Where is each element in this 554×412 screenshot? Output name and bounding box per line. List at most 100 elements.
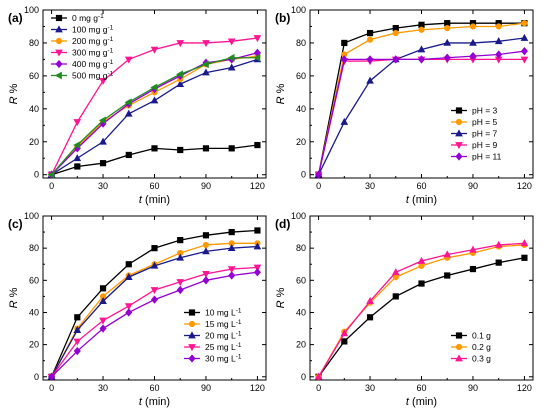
data-point: [314, 372, 323, 380]
data-point: [392, 55, 400, 64]
legend-marker: [455, 152, 463, 161]
y-tick-label: 40: [29, 307, 39, 317]
x-tick-label: 60: [149, 181, 159, 191]
legend-label: 400 mg g-1: [72, 59, 114, 69]
data-point: [150, 83, 158, 92]
data-point: [202, 241, 210, 249]
data-point: [520, 33, 529, 41]
legend-label: pH = 11: [472, 152, 502, 162]
data-point: [201, 60, 209, 69]
data-point: [99, 137, 107, 145]
data-point: [228, 145, 235, 152]
data-point: [99, 77, 107, 85]
y-tick-label: 80: [296, 38, 306, 48]
data-point: [176, 285, 184, 295]
x-tick-label: 90: [201, 181, 211, 191]
data-point: [469, 51, 477, 61]
data-point: [444, 25, 451, 32]
data-point: [253, 264, 262, 272]
data-point: [444, 272, 451, 279]
legend-label: 15 mg L-1: [205, 319, 242, 329]
legend-marker: [188, 309, 196, 316]
legend-marker: [188, 320, 196, 328]
data-point: [176, 253, 185, 261]
legend-label: pH = 3: [472, 106, 498, 116]
data-point: [227, 63, 236, 71]
legend-label: 0.1 g: [472, 331, 491, 341]
series-line: [318, 257, 525, 378]
data-point: [124, 303, 133, 311]
legend-marker: [455, 354, 463, 362]
data-point: [494, 37, 503, 45]
y-tick-label: 60: [296, 275, 306, 285]
data-point: [99, 324, 107, 333]
panel-label: (d): [275, 217, 290, 231]
data-point: [98, 116, 106, 125]
data-point: [366, 76, 374, 84]
x-tick-label: 30: [365, 181, 375, 191]
x-axis-label: t (min): [406, 194, 437, 206]
data-point: [48, 372, 56, 381]
data-point: [254, 141, 261, 149]
x-tick-label: 60: [149, 383, 159, 393]
legend-marker: [455, 118, 463, 126]
data-point: [47, 170, 55, 179]
x-tick-label: 120: [517, 383, 532, 393]
data-point: [443, 250, 452, 258]
data-point: [520, 239, 529, 247]
x-tick-label: 0: [316, 181, 321, 191]
legend-marker: [188, 344, 196, 352]
chart-panel: 0 30 60 90 120 0 20 40 60 80 100 t (min) R % (d) 0.1 g…: [275, 211, 534, 408]
y-tick-label: 40: [29, 104, 39, 114]
x-axis-label: t (min): [406, 396, 437, 408]
legend-label: pH = 5: [472, 117, 498, 127]
data-point: [202, 68, 210, 76]
legend-marker: [55, 49, 63, 57]
x-axis-label: t (min): [139, 396, 170, 408]
x-axis-label: t (min): [139, 194, 170, 206]
legend-label: 0 mg g-1: [72, 13, 104, 23]
data-point: [315, 170, 323, 179]
data-point: [74, 314, 81, 321]
y-tick-label: 20: [29, 340, 39, 350]
data-point: [176, 79, 185, 87]
data-point: [495, 23, 502, 30]
x-tick-label: 120: [250, 383, 265, 393]
data-point: [228, 271, 236, 280]
data-point: [125, 261, 132, 268]
legend-label: 300 mg g-1: [72, 48, 114, 58]
x-tick-label: 120: [250, 181, 265, 191]
data-point: [443, 53, 451, 62]
data-point: [202, 247, 210, 255]
y-tick-label: 20: [296, 137, 306, 147]
plot-frame: [309, 215, 534, 381]
data-point: [520, 47, 528, 56]
legend: 0.1 g0.2 g 0.3 g: [451, 331, 491, 364]
data-point: [418, 21, 425, 28]
y-tick-label: 80: [29, 243, 39, 253]
legend: 10 mg L-115 mg L-1 20 mg L-125 mg L-1 30 m…: [184, 308, 242, 364]
data-point: [254, 227, 261, 234]
data-point: [177, 237, 184, 244]
data-point: [176, 40, 185, 48]
data-point: [227, 53, 235, 62]
data-point: [469, 265, 477, 273]
data-point: [176, 279, 185, 287]
data-point: [253, 35, 262, 43]
legend-label: pH = 7: [472, 129, 498, 139]
data-point: [469, 245, 477, 253]
y-tick-label: 80: [29, 38, 39, 48]
data-point: [124, 98, 132, 107]
legend-marker: [55, 25, 63, 33]
data-point: [366, 36, 374, 43]
data-point: [417, 55, 426, 64]
data-point: [366, 55, 374, 64]
data-point: [73, 141, 81, 149]
legend-marker: [55, 59, 63, 69]
y-tick-label: 0: [301, 170, 306, 180]
data-point: [73, 346, 81, 356]
legend-label: 0.2 g: [472, 342, 491, 352]
data-point: [150, 295, 159, 304]
